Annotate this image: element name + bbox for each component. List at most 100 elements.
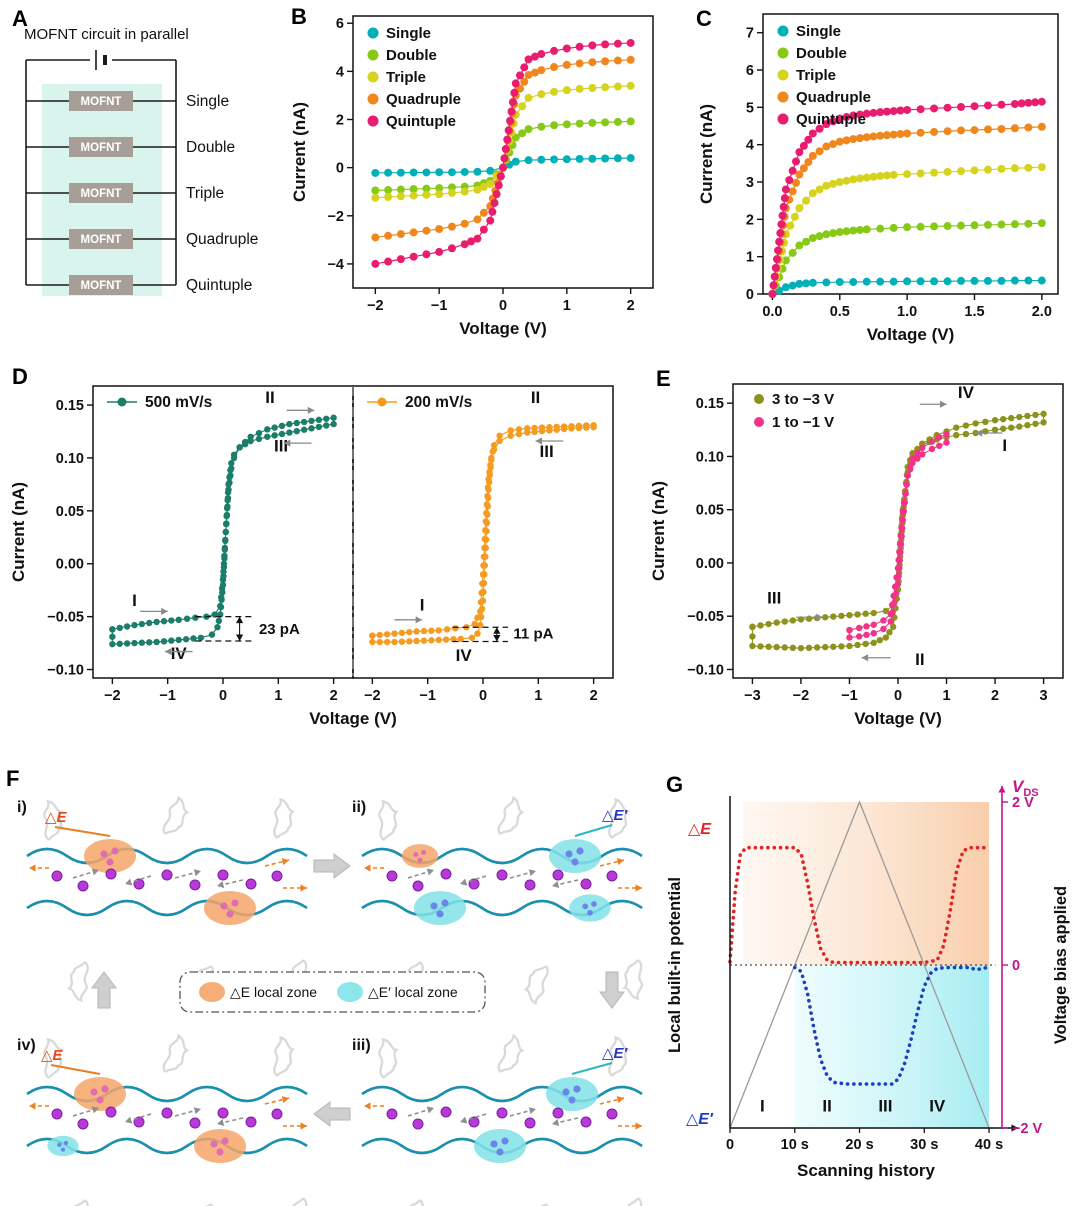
legend-label: △E′ local zone <box>368 984 458 1000</box>
tube-wall-top <box>26 847 308 865</box>
ion-icon <box>386 870 398 882</box>
panel-label-b: B <box>291 4 307 29</box>
y-tick-label: 0.15 <box>696 396 724 412</box>
polymer-squiggle-icon <box>66 961 89 1003</box>
ion-icon <box>77 1118 89 1130</box>
dE-local-zone <box>84 839 136 873</box>
legend-label: 200 mV/s <box>405 394 472 411</box>
x-tick-label: 2.0 <box>1032 304 1052 320</box>
dEp-local-zone <box>474 1129 526 1163</box>
branch-label: Quadruple <box>186 231 258 248</box>
legend-swatch <box>777 69 789 81</box>
x-tick-label: 1 <box>563 298 571 314</box>
y-tick-label: 0.00 <box>56 557 84 573</box>
gap-annotation: 23 pA <box>259 621 300 638</box>
ion-icon <box>552 869 564 881</box>
nanotube-state-iv): iv) △E <box>17 1033 308 1206</box>
x-tick-label: 1 <box>274 688 282 704</box>
ion-icon <box>271 870 283 882</box>
roman-numeral-annotation: I <box>1002 436 1007 455</box>
roman-numeral-annotation: I <box>760 1097 765 1116</box>
ion-icon <box>606 1108 618 1120</box>
x-tick-label: −2 <box>793 688 810 704</box>
dEp-curve <box>792 965 991 1086</box>
ion-icon <box>496 1107 508 1119</box>
panel-b-iv-chart: −2 −1 0 1 2 −4 −2 0 2 4 6 Voltage (V) Current (nA) Si… <box>290 15 654 338</box>
roman-numeral-annotation: IV <box>958 383 975 402</box>
ion-icon <box>189 879 201 891</box>
right-tick-label: 0 <box>1012 958 1020 974</box>
y-tick-label: 0.15 <box>56 398 84 414</box>
y-tick-label: −0.05 <box>47 610 84 626</box>
ion-icon <box>161 1107 173 1119</box>
roman-numeral-annotation: II <box>265 388 274 407</box>
y-tick-label: 2 <box>746 212 754 228</box>
x-axis-label: Voltage (V) <box>459 319 547 338</box>
y-tick-label: 6 <box>336 16 344 32</box>
y-tick-label: 5 <box>746 100 754 116</box>
polymer-squiggle-icon <box>188 1203 214 1206</box>
x-tick-label: 2 <box>590 688 598 704</box>
x-axis-label: Voltage (V) <box>309 709 397 728</box>
x-tick-label: −3 <box>744 688 761 704</box>
ion-icon <box>217 1107 229 1119</box>
legend-label: Quintuple <box>386 113 456 130</box>
panel-label-f: F <box>6 766 20 791</box>
zone-bracket <box>54 826 111 837</box>
roman-numeral-annotation: I <box>420 595 425 614</box>
y-tick-label: 0.05 <box>56 504 84 520</box>
roman-numeral-annotation: III <box>540 442 554 461</box>
mofnt-box-label: MOFNT <box>81 280 122 292</box>
x-tick-label: 0 <box>499 298 507 314</box>
y-tick-label: 7 <box>746 26 754 42</box>
x-tick-label: 1.0 <box>897 304 917 320</box>
y-tick-label: 0 <box>746 287 754 303</box>
legend-label: 500 mV/s <box>145 394 212 411</box>
x-axis-label: Voltage (V) <box>867 325 955 344</box>
x-axis-label: Voltage (V) <box>854 709 942 728</box>
y-tick-label: 0.05 <box>696 503 724 519</box>
legend-label: Quadruple <box>796 89 871 106</box>
ion-icon <box>51 870 63 882</box>
vds-label: VDS <box>1012 777 1039 799</box>
circuit-title: MOFNT circuit in parallel <box>24 26 189 43</box>
ion-icon <box>133 878 145 890</box>
x-tick-label: 30 s <box>910 1137 938 1153</box>
x-tick-label: −2 <box>367 298 384 314</box>
ion-icon <box>245 1116 257 1128</box>
state-label: i) <box>17 799 27 816</box>
y-tick-label: −0.05 <box>687 609 724 625</box>
tube-wall-bottom <box>26 899 308 917</box>
zone-bracket <box>50 1064 101 1075</box>
legend-label: Triple <box>796 67 836 84</box>
x-tick-label: −1 <box>841 688 858 704</box>
polymer-squiggle-icon <box>378 799 399 841</box>
x-tick-label: −1 <box>159 688 176 704</box>
ion-icon <box>133 1116 145 1128</box>
ion-icon <box>468 878 480 890</box>
dE-legend-swatch <box>199 982 225 1002</box>
y-tick-label: 3 <box>746 175 754 191</box>
nanotube-state-ii): ii) △E′ <box>352 795 643 1006</box>
zone-legend: △E local zone △E′ local zone <box>179 971 486 1013</box>
dE-local-zone <box>401 844 439 868</box>
ion-icon <box>440 1106 452 1118</box>
legend-swatch <box>367 49 379 61</box>
cycle-arrow-icon <box>599 971 625 1009</box>
dEp-local-zone <box>569 894 611 922</box>
state-label: iv) <box>17 1037 36 1054</box>
polymer-squiggle-icon <box>622 959 643 1001</box>
mofnt-box <box>69 137 133 157</box>
dEp-local-zone <box>414 891 466 925</box>
x-tick-label: 40 s <box>975 1137 1003 1153</box>
polymer-squiggle-icon <box>378 1037 399 1079</box>
x-tick-label: 1 <box>534 688 542 704</box>
legend-label: 3 to −3 V <box>772 391 834 408</box>
y-tick-label: 0.00 <box>696 556 724 572</box>
right-tick-label: −2 V <box>1012 1121 1043 1137</box>
ion-icon <box>77 880 89 892</box>
polymer-squiggle-icon <box>608 1035 631 1077</box>
legend-label: Double <box>386 47 437 64</box>
mofnt-box-label: MOFNT <box>81 96 122 108</box>
cycle-arrow-icon <box>313 1101 351 1127</box>
